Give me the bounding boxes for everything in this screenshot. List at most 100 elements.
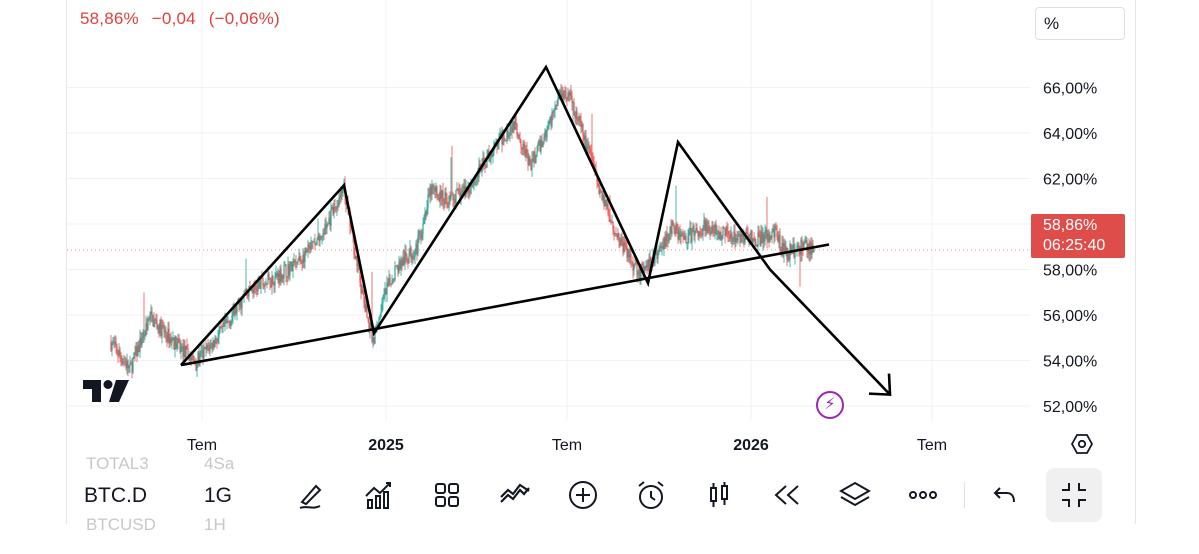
candle-body	[446, 196, 448, 207]
candle-body	[319, 235, 321, 242]
trendline-drawing[interactable]	[180, 243, 830, 367]
zigzag-drawing[interactable]	[180, 64, 891, 396]
candle-body	[140, 337, 142, 345]
candle-body	[295, 262, 297, 264]
candle-body	[773, 228, 775, 238]
candle-body	[743, 231, 745, 243]
candle-body	[219, 326, 221, 332]
candle-body	[485, 165, 487, 168]
collapse-button[interactable]	[1046, 468, 1102, 522]
candle-body	[591, 153, 593, 159]
candle-body	[145, 323, 147, 336]
candle-body	[723, 226, 725, 229]
candle-body	[611, 222, 613, 224]
layers-icon[interactable]	[838, 478, 872, 512]
current-price-value: 58,86%	[1043, 217, 1098, 234]
candle-body	[556, 104, 558, 106]
candle-body	[391, 280, 393, 285]
candle-body	[285, 264, 287, 277]
candle-body	[174, 336, 176, 350]
y-tick-label: 64,00%	[1043, 126, 1097, 143]
candle-body	[657, 252, 659, 259]
candle-body	[738, 233, 740, 235]
candle-body	[719, 231, 721, 239]
candle-body	[602, 194, 604, 200]
candle-body	[127, 360, 129, 369]
candle-body	[152, 315, 154, 327]
interval-selector[interactable]: 1G	[204, 484, 233, 507]
candle-body	[458, 188, 460, 192]
candle-body	[231, 315, 233, 321]
layouts-icon[interactable]	[430, 478, 464, 512]
candle-body	[151, 311, 153, 316]
candle-body	[163, 325, 165, 332]
lightning-icon[interactable]: ⚡	[816, 391, 844, 419]
candle-body	[722, 226, 724, 236]
grid	[67, 0, 1030, 420]
candle-body	[300, 260, 302, 262]
candle-body	[146, 323, 148, 331]
candle-body	[552, 112, 554, 113]
candle-body	[292, 263, 294, 272]
candle-body	[276, 273, 278, 277]
candle-body	[149, 314, 151, 320]
candle-body	[690, 227, 692, 243]
scale-mode-button[interactable]: %	[1035, 7, 1125, 40]
replay-icon[interactable]	[770, 478, 804, 512]
candle-body	[190, 357, 192, 360]
bottom-toolbar: TOTAL3 4Sa BTCUSD 1H BTC.D 1G	[66, 454, 1134, 534]
candle-body	[356, 255, 358, 266]
candle-body	[185, 346, 187, 358]
candle-body	[340, 189, 342, 199]
candle-body	[255, 286, 257, 289]
alert-icon[interactable]	[634, 478, 668, 512]
undo-icon[interactable]	[988, 478, 1022, 512]
draw-icon[interactable]	[294, 478, 328, 512]
candle-body	[601, 191, 603, 200]
candle-body	[742, 231, 744, 238]
candle-body	[324, 224, 326, 235]
candle-body	[674, 229, 676, 234]
candle-body	[229, 321, 231, 326]
candle-body	[619, 239, 621, 246]
add-icon[interactable]	[566, 478, 600, 512]
candle-body	[204, 346, 206, 348]
candle-body	[155, 319, 157, 321]
candle-body	[111, 343, 113, 351]
candle-body	[744, 238, 746, 243]
candle-body	[529, 156, 531, 165]
settings-icon[interactable]	[1070, 433, 1094, 460]
candle-body	[713, 232, 715, 234]
candle-body	[730, 233, 732, 239]
candle-body	[711, 225, 713, 234]
candle-body	[114, 341, 116, 344]
candle-body	[736, 238, 738, 241]
symbol-selector[interactable]: BTC.D	[84, 484, 147, 507]
candle-body	[557, 97, 559, 106]
more-icon[interactable]	[906, 478, 940, 512]
candle-body	[304, 247, 306, 263]
candle-body	[804, 242, 806, 244]
candle-body	[790, 244, 792, 252]
candle-body	[222, 322, 224, 328]
candle-body	[338, 197, 340, 207]
candle-body	[129, 362, 131, 367]
candle-body	[580, 120, 582, 128]
bar-style-icon[interactable]	[702, 478, 736, 512]
candle-body	[687, 235, 689, 243]
candle-body	[388, 277, 390, 286]
candle-body	[143, 331, 145, 336]
candle-body	[579, 115, 581, 121]
y-tick-label: 52,00%	[1043, 399, 1097, 416]
candle-body	[792, 244, 794, 249]
candle-body	[316, 239, 318, 245]
candle-body	[341, 189, 343, 194]
candle-body	[698, 231, 700, 237]
indicators-icon[interactable]	[362, 478, 396, 512]
candle-body	[707, 226, 709, 233]
candle-body	[202, 350, 204, 358]
compare-icon[interactable]	[498, 478, 532, 512]
tradingview-logo-icon[interactable]	[83, 380, 129, 407]
candle-body	[279, 268, 281, 283]
